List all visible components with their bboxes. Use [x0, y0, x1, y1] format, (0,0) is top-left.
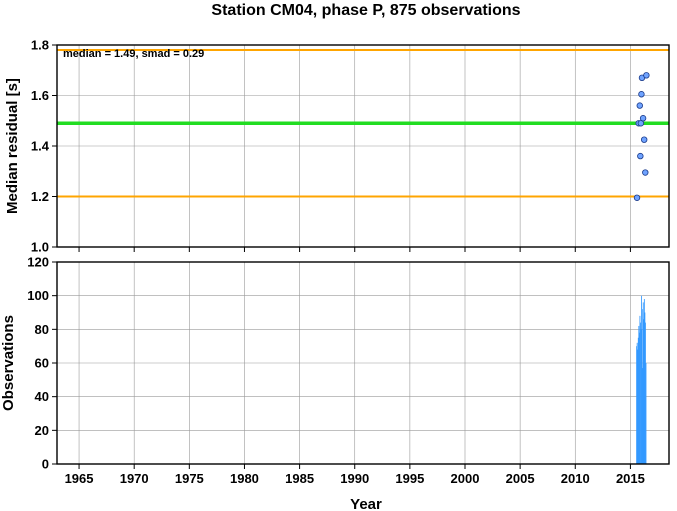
- y-tick-label: 40: [35, 389, 49, 404]
- residual-point: [633, 194, 641, 201]
- x-tick-label: 2010: [561, 471, 590, 486]
- x-tick-label: 1980: [230, 471, 259, 486]
- y-tick-label: 100: [27, 288, 49, 303]
- chart-title: Station CM04, phase P, 875 observations: [211, 2, 520, 19]
- y-tick-label: 1.6: [31, 88, 49, 103]
- top-gridlines: [57, 44, 669, 252]
- reference-lines: [57, 49, 669, 198]
- residual-point: [639, 115, 647, 122]
- observation-bar: [642, 302, 644, 464]
- y-tick-label: 80: [35, 322, 49, 337]
- x-tick-label: 2005: [506, 471, 535, 486]
- residual-point: [640, 136, 648, 143]
- x-tick-label: 1995: [395, 471, 424, 486]
- x-ticks: 1965 1970 1975 1980 1985 1990 1995 2000 2005 2010…: [65, 464, 645, 486]
- observation-bar: [643, 299, 645, 464]
- x-tick-label: 1985: [285, 471, 314, 486]
- y-tick-label: 1.0: [31, 240, 49, 255]
- observation-bar: [641, 309, 643, 464]
- y-tick-label: 1.8: [31, 38, 49, 53]
- x-axis-label: Year: [350, 496, 382, 511]
- residual-point: [642, 169, 649, 176]
- bottom-gridlines: [57, 261, 669, 465]
- y-tick-label: 1.4: [31, 139, 50, 154]
- observation-bar: [645, 363, 647, 464]
- observation-bar: [640, 329, 642, 464]
- bottom-panel: 0 20 40 60 80 100 120 1965 1970 1975 1980 1985 1990…: [0, 255, 670, 511]
- y-tick-label: 0: [42, 457, 49, 472]
- y-tick-label: 120: [27, 255, 49, 270]
- x-tick-label: 1975: [175, 471, 204, 486]
- top-y-axis-label: Median residual [s]: [4, 78, 21, 214]
- residual-point: [637, 152, 644, 160]
- residual-point: [636, 102, 643, 109]
- observation-bar: [643, 319, 645, 464]
- x-tick-label: 1990: [340, 471, 369, 486]
- observation-bar: [638, 325, 640, 464]
- observation-bar: [636, 346, 638, 464]
- observation-bar: [637, 349, 639, 464]
- observation-bar: [641, 295, 643, 464]
- residual-point: [643, 72, 650, 79]
- x-tick-label: 1965: [65, 471, 94, 486]
- top-y-ticks: 1.0 1.2 1.4 1.6 1.8: [31, 38, 57, 255]
- observation-bar: [637, 337, 639, 464]
- top-panel: median = 1.49, smad = 0.29 1.01.21.41.61…: [4, 38, 670, 255]
- observation-bar: [644, 312, 646, 464]
- observation-bar: [639, 315, 641, 464]
- x-tick-label: 2000: [451, 471, 480, 486]
- y-tick-label: 60: [35, 356, 49, 371]
- stats-annotation: median = 1.49, smad = 0.29: [63, 48, 204, 60]
- observation-bar: [636, 342, 638, 464]
- bottom-y-axis-label: Observations: [0, 315, 17, 411]
- y-tick-label: 20: [35, 423, 49, 438]
- residual-points: [633, 72, 650, 201]
- observation-bar: [642, 368, 644, 464]
- y-tick-label: 1.2: [31, 189, 49, 204]
- observation-bar: [645, 322, 646, 464]
- bottom-y-ticks: 0 20 40 60 80 100 120: [27, 255, 57, 472]
- observation-bars: [636, 295, 647, 464]
- observation-bar: [640, 322, 641, 464]
- x-tick-label: 1970: [120, 471, 149, 486]
- residual-point: [638, 91, 645, 98]
- x-tick-label: 2015: [616, 471, 645, 486]
- observation-bar: [638, 332, 640, 464]
